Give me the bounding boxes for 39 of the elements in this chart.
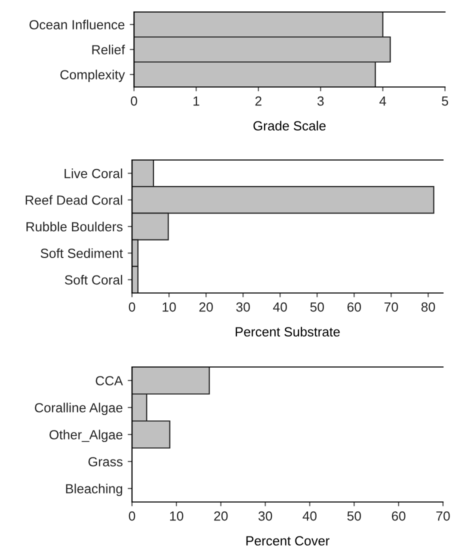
- x-tick-label: 60: [392, 511, 406, 521]
- x-tick-label: 0: [130, 96, 138, 106]
- x-tick-label: 20: [199, 302, 213, 312]
- x-tick-label: 60: [347, 302, 361, 312]
- x-tick-label: 40: [302, 511, 317, 521]
- y-tick-label: Rubble Boulders: [26, 222, 122, 232]
- x-tick-label: 10: [162, 302, 176, 312]
- x-tick-label: 2: [255, 96, 262, 106]
- x-axis-title: Percent Substrate: [236, 326, 340, 337]
- x-tick-label: 40: [273, 302, 287, 312]
- x-tick-label: 1: [194, 96, 200, 106]
- x-tick-label: 70: [436, 511, 450, 521]
- y-tick-label: Grass: [88, 457, 122, 466]
- x-tick-label: 10: [170, 511, 184, 521]
- x-tick-label: 80: [421, 302, 436, 312]
- x-tick-label: 50: [310, 302, 324, 312]
- y-tick-label: Live Coral: [64, 168, 122, 178]
- y-tick-label: Soft Sediment: [40, 248, 123, 258]
- y-tick-label: Soft Coral: [64, 274, 122, 285]
- x-tick-label: 0: [128, 302, 136, 312]
- x-tick-label: 0: [128, 511, 136, 521]
- x-tick-label: 20: [214, 511, 228, 521]
- y-tick-label: Relief: [92, 44, 125, 54]
- x-tick-label: 3: [317, 96, 324, 106]
- y-tick-label: CCA: [96, 376, 123, 386]
- y-tick-label: Reef Dead Coral: [26, 195, 122, 205]
- y-tick-label: Complexity: [60, 70, 125, 82]
- x-tick-label: 30: [258, 511, 272, 521]
- y-tick-label: Other_Algae: [50, 430, 122, 442]
- x-axis-title: Grade Scale: [253, 120, 326, 131]
- x-tick-label: 30: [236, 302, 250, 312]
- x-tick-label: 70: [384, 302, 398, 312]
- y-tick-label: Ocean Influence: [30, 20, 124, 30]
- x-tick-label: 50: [347, 511, 361, 521]
- y-tick-label: Coralline Algae: [34, 402, 122, 416]
- x-tick-label: 5: [442, 96, 448, 106]
- y-tick-label: Bleaching: [66, 484, 122, 496]
- x-tick-label: 4: [379, 96, 386, 106]
- x-axis-title: Percent Cover: [246, 536, 330, 546]
